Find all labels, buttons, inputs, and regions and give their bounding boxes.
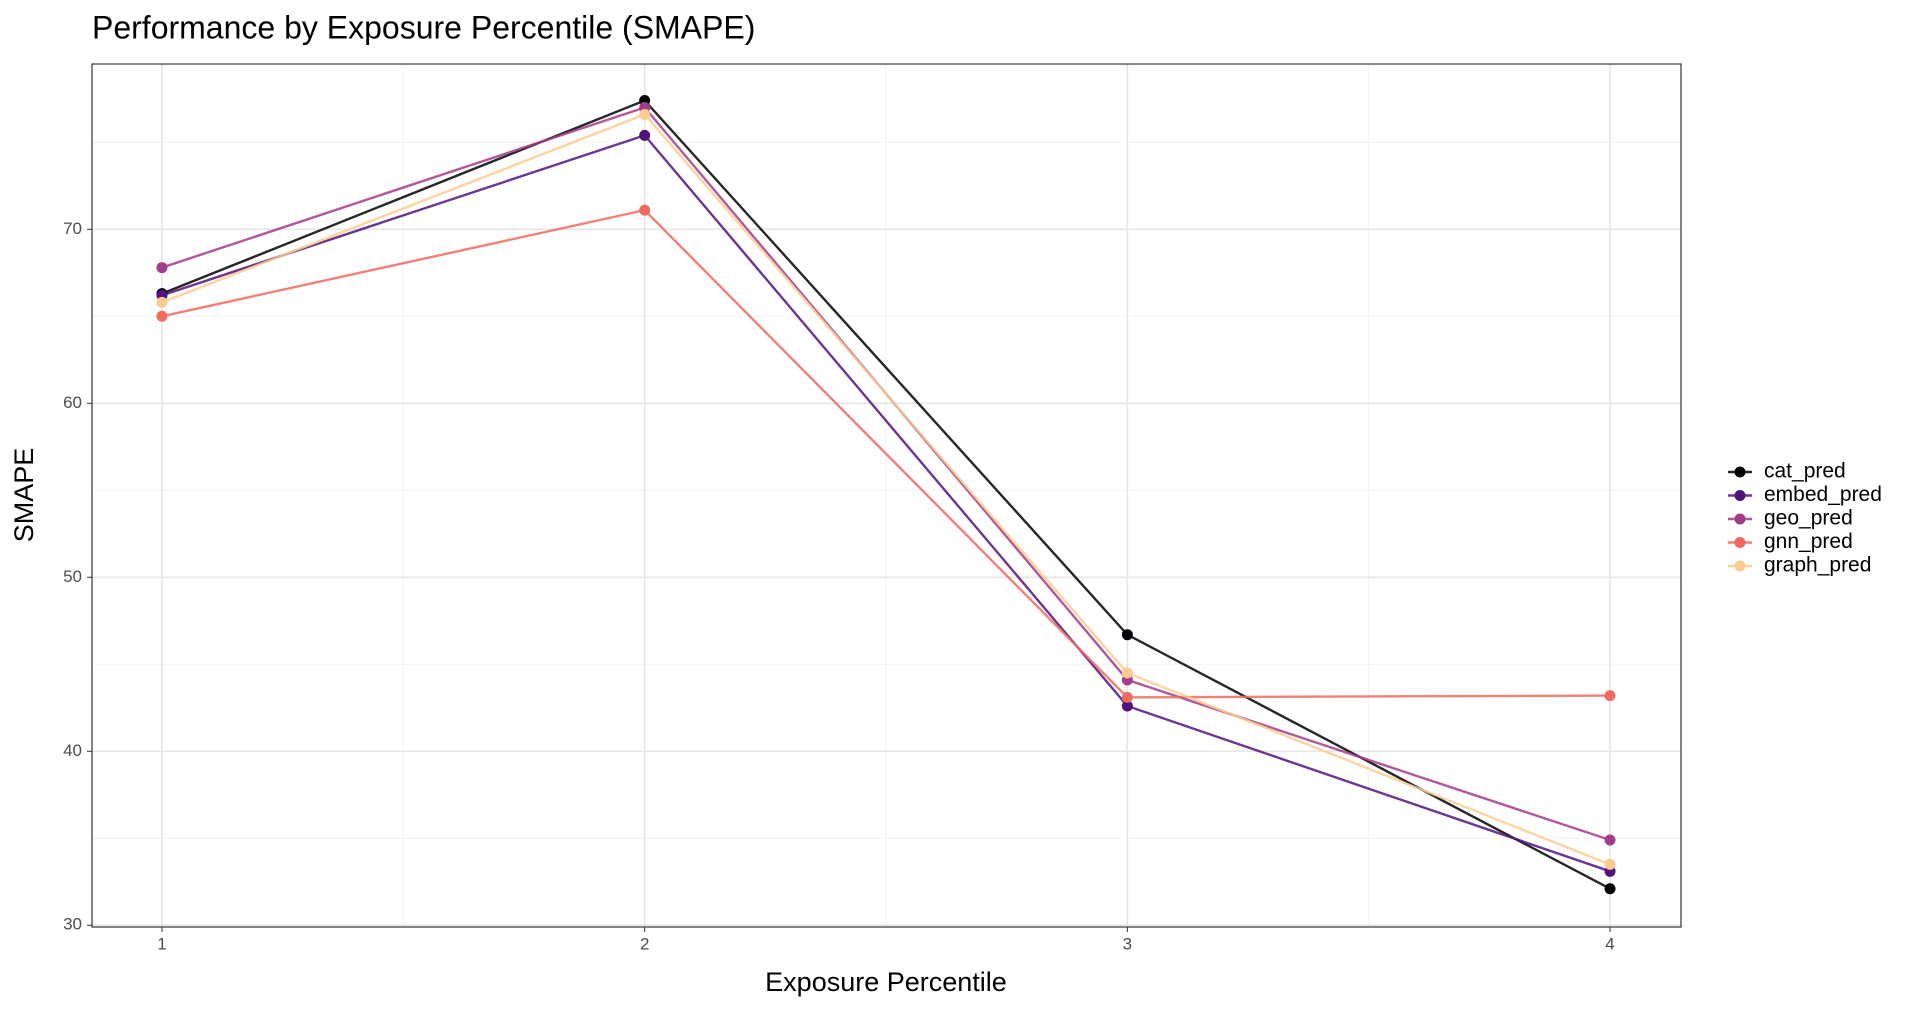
legend-label: geo_pred: [1764, 507, 1853, 530]
legend-label: gnn_pred: [1764, 530, 1853, 553]
series-line: [161, 99, 1611, 890]
point: [639, 108, 651, 120]
legend-key-point: [1734, 537, 1746, 548]
legend-label: graph_pred: [1764, 554, 1871, 577]
legend-key-point: [1734, 466, 1746, 478]
legend-key-point: [1734, 560, 1746, 572]
point: [1604, 834, 1616, 846]
point: [639, 129, 651, 141]
x-tick-label: 4: [1605, 934, 1614, 953]
point: [1604, 690, 1616, 702]
legend-label: embed_pred: [1764, 483, 1882, 506]
x-tick-label: 3: [1123, 934, 1132, 953]
point: [156, 310, 168, 322]
y-tick-label: 70: [63, 219, 82, 238]
y-axis-label: SMAPE: [9, 448, 39, 543]
y-tick-label: 50: [63, 567, 82, 586]
point: [1604, 883, 1616, 895]
y-tick-label: 60: [63, 393, 82, 412]
series-line: [161, 133, 1611, 873]
series-line: [161, 208, 1611, 699]
point: [639, 204, 651, 216]
x-tick-label: 2: [640, 934, 649, 953]
x-tick-label: 1: [157, 934, 166, 953]
point: [1121, 700, 1133, 712]
point: [1604, 858, 1616, 870]
series-line: [161, 113, 1611, 866]
legend-key-point: [1734, 513, 1746, 525]
legend-key-point: [1734, 490, 1746, 501]
y-tick-label: 30: [63, 915, 82, 934]
legend-label: cat_pred: [1764, 460, 1846, 483]
point: [156, 296, 168, 308]
point: [1121, 691, 1133, 703]
chart-title: Performance by Exposure Percentile (SMAP…: [92, 9, 755, 45]
point: [1121, 629, 1133, 641]
point: [1121, 667, 1133, 679]
y-tick-label: 40: [63, 741, 82, 760]
plot-border: [91, 63, 1682, 928]
x-axis-label: Exposure Percentile: [765, 967, 1007, 997]
point: [156, 262, 168, 274]
